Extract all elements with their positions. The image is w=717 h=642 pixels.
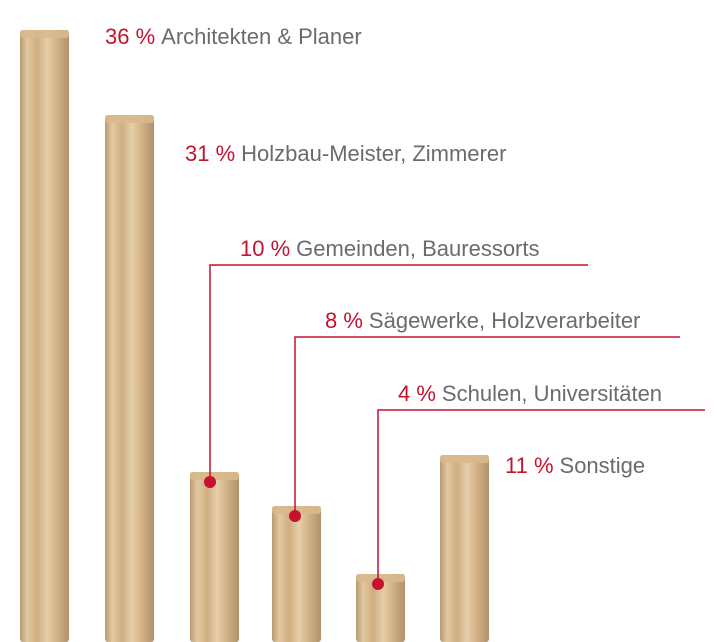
bar-top	[105, 115, 154, 123]
category-label: Gemeinden, Bauressorts	[296, 236, 539, 261]
data-label: 36 %Architekten & Planer	[105, 24, 362, 49]
leader-line	[210, 265, 588, 482]
category-label: Sägewerke, Holzverarbeiter	[369, 308, 640, 333]
bar	[440, 455, 489, 642]
leader-dot	[289, 510, 301, 522]
bar	[105, 115, 154, 642]
data-label: 10 %Gemeinden, Bauressorts	[240, 236, 540, 261]
leader-line	[378, 410, 705, 584]
value-label: 11 %	[505, 453, 554, 478]
bar-top	[440, 455, 489, 463]
category-label: Schulen, Universitäten	[442, 381, 662, 406]
leader-dot	[204, 476, 216, 488]
bar	[190, 472, 239, 642]
data-label: 4 %Schulen, Universitäten	[398, 381, 662, 406]
leader-dot	[372, 578, 384, 590]
data-label: 8 %Sägewerke, Holzverarbeiter	[325, 308, 640, 333]
value-label: 31 %	[185, 141, 235, 166]
category-label: Sonstige	[560, 453, 646, 478]
bar	[272, 506, 321, 642]
chart: 36 %Architekten & Planer 31 %Holzbau-Meis…	[0, 0, 717, 642]
category-label: Holzbau-Meister, Zimmerer	[241, 141, 506, 166]
value-label: 36 %	[105, 24, 155, 49]
value-label: 4 %	[398, 381, 436, 406]
category-label: Architekten & Planer	[161, 24, 362, 49]
bar-top	[20, 30, 69, 38]
data-label: 31 %Holzbau-Meister, Zimmerer	[185, 141, 506, 166]
value-label: 8 %	[325, 308, 363, 333]
bar	[20, 30, 69, 642]
value-label: 10 %	[240, 236, 290, 261]
data-label: 11 %Sonstige	[505, 453, 645, 478]
